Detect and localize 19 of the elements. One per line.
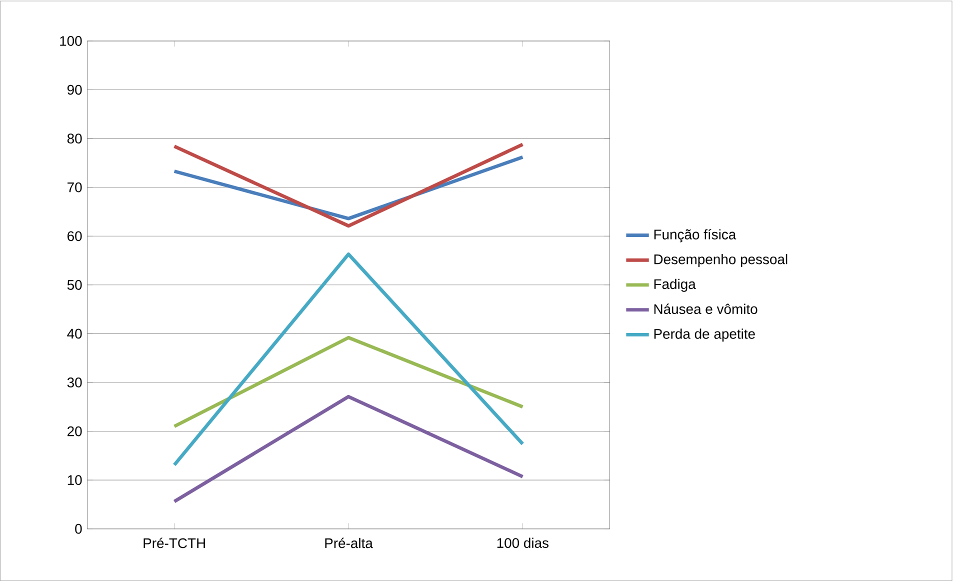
legend-label: Náusea e vômito (654, 304, 758, 314)
y-tick-label: 90 (67, 84, 82, 95)
y-tick-label: 30 (67, 378, 82, 388)
x-tick-label: Pré-alta (325, 538, 373, 548)
y-tick-label: 10 (68, 475, 82, 485)
y-tick-label: 0 (75, 524, 82, 534)
y-tick-label: 80 (67, 134, 82, 144)
y-tick-label: 40 (67, 328, 82, 339)
x-tick-label: 100 dias (497, 538, 548, 548)
legend-label: Função física (654, 228, 736, 242)
y-tick-label: 70 (68, 182, 82, 192)
y-tick-label: 60 (68, 231, 82, 242)
y-tick-label: 100 (60, 36, 82, 46)
legend-label: Desempenho pessoal (654, 254, 788, 267)
y-tick-label: 20 (68, 426, 82, 436)
legend-label: Fadiga (654, 278, 696, 292)
x-tick-label: Pré-TCTH (144, 538, 205, 548)
legend-label: Perda de apetite (654, 328, 755, 342)
y-tick-label: 50 (67, 280, 82, 290)
